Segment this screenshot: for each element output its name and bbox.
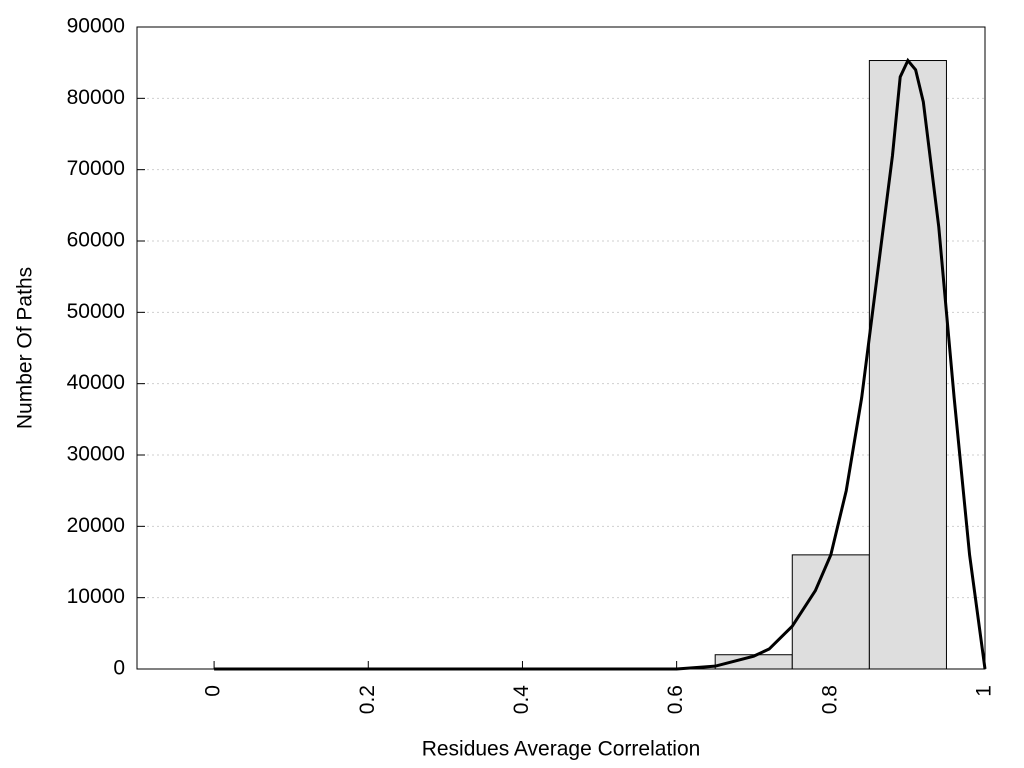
x-tick-label: 0.2 (356, 685, 379, 714)
x-tick-label: 0.8 (818, 685, 841, 714)
x-tick-label: 0 (202, 685, 225, 697)
y-tick-label: 40000 (67, 371, 125, 394)
y-tick-label: 20000 (67, 514, 125, 537)
y-tick-label: 60000 (67, 229, 125, 252)
y-tick-label: 10000 (67, 585, 125, 608)
y-tick-label: 50000 (67, 300, 125, 323)
y-tick-label: 70000 (67, 157, 125, 180)
y-tick-label: 90000 (67, 15, 125, 38)
fit-curve (214, 57, 987, 671)
x-axis-label: Residues Average Correlation (422, 738, 701, 761)
y-tick-label: 30000 (67, 443, 125, 466)
y-axis-label: Number Of Paths (14, 267, 37, 429)
y-tick-label: 80000 (67, 86, 125, 109)
x-tick-label: 0.4 (510, 685, 533, 715)
x-tick-label: 1 (973, 685, 996, 697)
bar (791, 554, 870, 670)
x-tick-label: 0.6 (664, 685, 687, 714)
plot-frame (136, 26, 986, 670)
y-tick-label: 0 (113, 657, 125, 680)
bar (868, 60, 947, 670)
